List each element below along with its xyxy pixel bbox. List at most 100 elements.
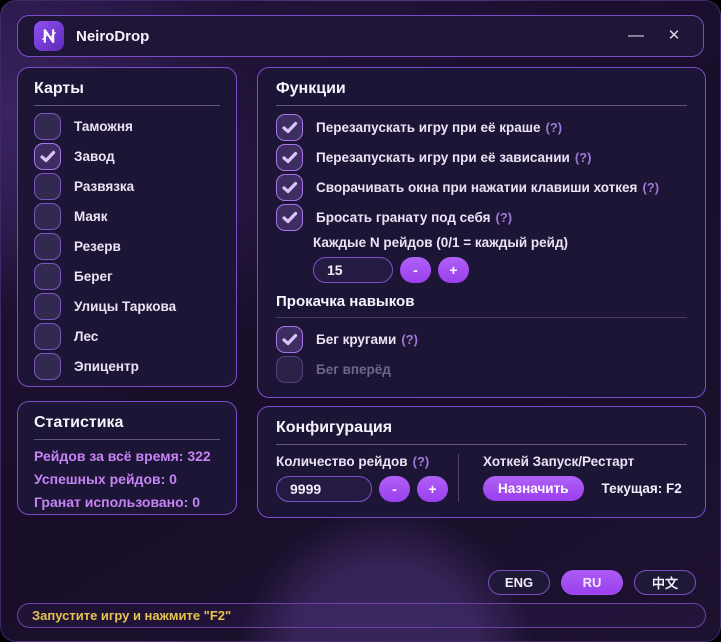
stats-panel-title: Статистика (34, 414, 124, 431)
map-checkbox[interactable] (34, 322, 61, 350)
function-row: Бросать гранату под себя (?) (276, 202, 687, 232)
map-row: Завод (34, 141, 220, 171)
check-icon (281, 211, 297, 223)
minimize-icon[interactable]: — (628, 27, 644, 44)
raid-count-input[interactable] (276, 476, 372, 502)
function-row: Перезапускать игру при её зависании (?) (276, 142, 687, 172)
help-hint[interactable]: (?) (412, 454, 430, 469)
language-switcher: ENG RU 中文 (488, 570, 696, 595)
function-label: Перезапускать игру при её краше (?) (316, 119, 563, 135)
help-hint[interactable]: (?) (545, 119, 563, 135)
maps-panel-title: Карты (34, 80, 84, 97)
function-checkbox[interactable] (276, 173, 303, 201)
map-row: Лес (34, 321, 220, 351)
grenade-interval-controls: - + (313, 257, 687, 283)
map-checkbox[interactable] (34, 292, 61, 320)
check-icon (281, 121, 297, 133)
app-title: NeiroDrop (76, 27, 150, 45)
language-button-zh[interactable]: 中文 (634, 570, 696, 595)
functions-panel: Функции Перезапускать игру при её краше(… (257, 67, 706, 398)
map-label: Резерв (74, 238, 121, 254)
help-hint[interactable]: (?) (642, 179, 660, 195)
skill-checkbox (276, 355, 303, 383)
map-checkbox[interactable] (34, 142, 61, 170)
map-row: Берег (34, 261, 220, 291)
close-icon[interactable]: ✕ (667, 27, 681, 44)
skill-checkbox[interactable] (276, 325, 303, 353)
vertical-divider (458, 454, 459, 502)
skills-list: Бег кругами (?) Бег вперёд (276, 324, 687, 384)
map-label: Эпицентр (74, 358, 139, 374)
function-label: Перезапускать игру при её зависании (?) (316, 149, 592, 165)
skill-row: Бег кругами (?) (276, 324, 687, 354)
raid-count-increase-button[interactable]: + (417, 476, 448, 502)
config-panel: Конфигурация Количество рейдов(?) - + Хо… (257, 406, 706, 518)
functions-list: Перезапускать игру при её краше (?) Перез… (276, 112, 687, 232)
assign-hotkey-button[interactable]: Назначить (483, 476, 584, 501)
stats-body: Рейдов за всё время: 322 Успешных рейдов… (34, 445, 220, 514)
divider (34, 105, 220, 106)
map-checkbox[interactable] (34, 172, 61, 200)
function-row: Сворачивать окна при нажатии клавиши хот… (276, 172, 687, 202)
map-row: Маяк (34, 201, 220, 231)
stat-total-raids: Рейдов за всё время: 322 (34, 448, 211, 464)
map-checkbox[interactable] (34, 112, 61, 140)
map-checkbox[interactable] (34, 202, 61, 230)
map-label: Лес (74, 328, 99, 344)
map-label: Развязка (74, 178, 135, 194)
status-message: Запустите игру и нажмите "F2" (32, 608, 232, 623)
map-row: Улицы Таркова (34, 291, 220, 321)
check-icon (281, 151, 297, 163)
grenade-interval-input[interactable] (313, 257, 393, 283)
language-button-eng[interactable]: ENG (488, 570, 550, 595)
divider (276, 444, 687, 445)
grenade-interval-increase-button[interactable]: + (438, 257, 469, 283)
stats-panel: Статистика Рейдов за всё время: 322 Успе… (17, 401, 237, 515)
hotkey-label: Хоткей Запуск/Рестарт (483, 454, 635, 469)
divider (34, 439, 220, 440)
function-label: Бросать гранату под себя (?) (316, 209, 513, 225)
raid-count-block: Количество рейдов(?) - + (276, 454, 458, 502)
help-hint[interactable]: (?) (495, 209, 513, 225)
function-label: Сворачивать окна при нажатии клавиши хот… (316, 179, 660, 195)
help-hint[interactable]: (?) (574, 149, 592, 165)
grenade-interval-block: Каждые N рейдов (0/1 = каждый рейд) - + (313, 235, 687, 283)
title-bar: NeiroDrop — ✕ (17, 15, 704, 57)
hotkey-controls: Назначить Текущая: F2 (483, 476, 682, 501)
map-label: Завод (74, 148, 115, 164)
hotkey-block: Хоткей Запуск/Рестарт Назначить Текущая:… (459, 454, 682, 502)
raid-count-label: Количество рейдов (?) (276, 454, 430, 469)
grenade-interval-decrease-button[interactable]: - (400, 257, 431, 283)
maps-panel: Карты Таможня Завод Развязка Маяк (17, 67, 237, 387)
map-row: Эпицентр (34, 351, 220, 381)
divider (276, 317, 687, 318)
function-row: Перезапускать игру при её краше (?) (276, 112, 687, 142)
function-checkbox[interactable] (276, 113, 303, 141)
check-icon (281, 333, 297, 345)
function-checkbox[interactable] (276, 143, 303, 171)
map-row: Резерв (34, 231, 220, 261)
current-hotkey-text: Текущая: F2 (601, 481, 682, 496)
map-label: Берег (74, 268, 113, 284)
skill-label: Бег вперёд (316, 361, 391, 377)
language-button-ru[interactable]: RU (561, 570, 623, 595)
skills-section-title: Прокачка навыков (276, 293, 415, 310)
map-row: Таможня (34, 111, 220, 141)
map-checkbox[interactable] (34, 352, 61, 380)
maps-list: Таможня Завод Развязка Маяк Резерв (34, 111, 220, 381)
map-checkbox[interactable] (34, 232, 61, 260)
grenade-interval-label: Каждые N рейдов (0/1 = каждый рейд) (313, 235, 569, 250)
function-checkbox[interactable] (276, 203, 303, 231)
stat-successful-raids: Успешных рейдов: 0 (34, 471, 177, 487)
divider (276, 105, 687, 106)
raid-count-decrease-button[interactable]: - (379, 476, 410, 502)
help-hint[interactable]: (?) (401, 331, 418, 347)
functions-panel-title: Функции (276, 80, 346, 97)
skill-label: Бег кругами (?) (316, 331, 418, 347)
stat-grenades-used: Гранат использовано: 0 (34, 494, 200, 510)
app-logo-icon (34, 21, 64, 51)
map-label: Улицы Таркова (74, 298, 177, 314)
map-label: Маяк (74, 208, 108, 224)
map-checkbox[interactable] (34, 262, 61, 290)
